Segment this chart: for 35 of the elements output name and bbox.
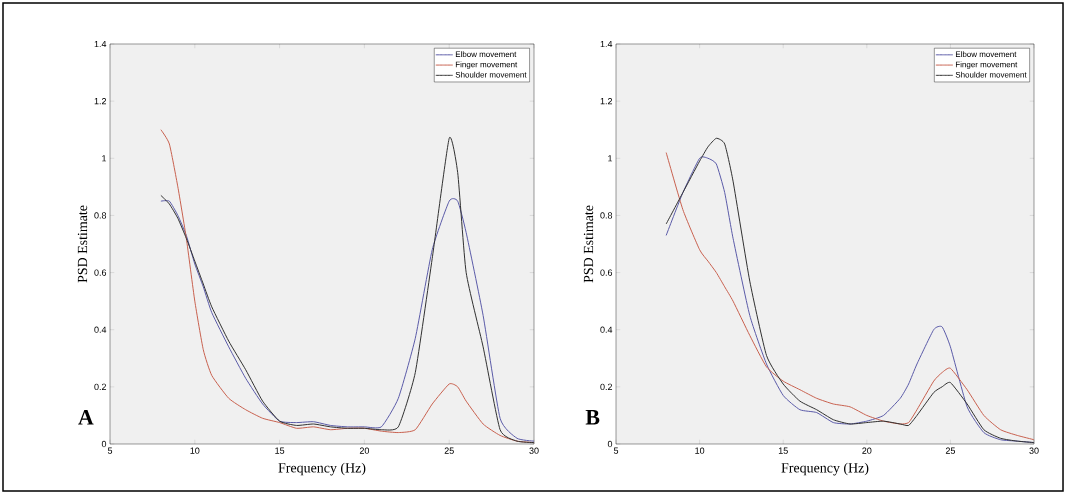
y-axis-title: PSD Estimate xyxy=(583,205,594,283)
y-tick-label: 0.6 xyxy=(600,269,613,276)
y-tick-label: 0.4 xyxy=(600,326,613,333)
y-tick-label: 1.4 xyxy=(94,40,107,48)
x-tick-label: 10 xyxy=(695,447,705,454)
x-tick-label: 20 xyxy=(359,447,370,454)
x-tick-label: 30 xyxy=(1029,447,1039,454)
x-tick-label: 15 xyxy=(778,447,788,454)
x-tick-label: 25 xyxy=(945,447,956,454)
x-tick-label: 30 xyxy=(529,447,539,454)
y-tick-label: 0.8 xyxy=(600,212,613,219)
line-series xyxy=(160,199,535,442)
x-tick-label: 10 xyxy=(190,447,200,454)
y-tick-label: 0.2 xyxy=(94,383,107,391)
x-tick-label: 5 xyxy=(107,447,113,454)
y-axis-title: PSD Estimate xyxy=(77,205,88,283)
y-tick-label: 0.8 xyxy=(94,212,107,219)
x-axis-title: Frequency (Hz) xyxy=(781,462,869,476)
y-tick-label: 1 xyxy=(608,155,613,162)
text: B xyxy=(585,410,600,425)
y-tick-label: 1 xyxy=(102,155,107,162)
y-tick-label: 0 xyxy=(101,440,107,448)
y-tick-label: 1.2 xyxy=(94,98,107,105)
y-tick-label: 1.4 xyxy=(600,40,613,48)
y-tick-label: 0.2 xyxy=(600,383,613,391)
x-tick-label: 20 xyxy=(862,447,872,454)
y-tick-label: 0.4 xyxy=(94,326,107,333)
x-axis-title: Frequency (Hz) xyxy=(278,462,366,476)
y-tick-label: 1.2 xyxy=(600,98,613,105)
text: A xyxy=(78,410,94,425)
x-tick-label: 15 xyxy=(275,447,285,454)
y-tick-label: 0.6 xyxy=(94,269,107,276)
x-tick-label: 5 xyxy=(613,447,619,454)
x-tick-label: 25 xyxy=(444,447,454,454)
y-tick-label: 0 xyxy=(607,440,613,448)
